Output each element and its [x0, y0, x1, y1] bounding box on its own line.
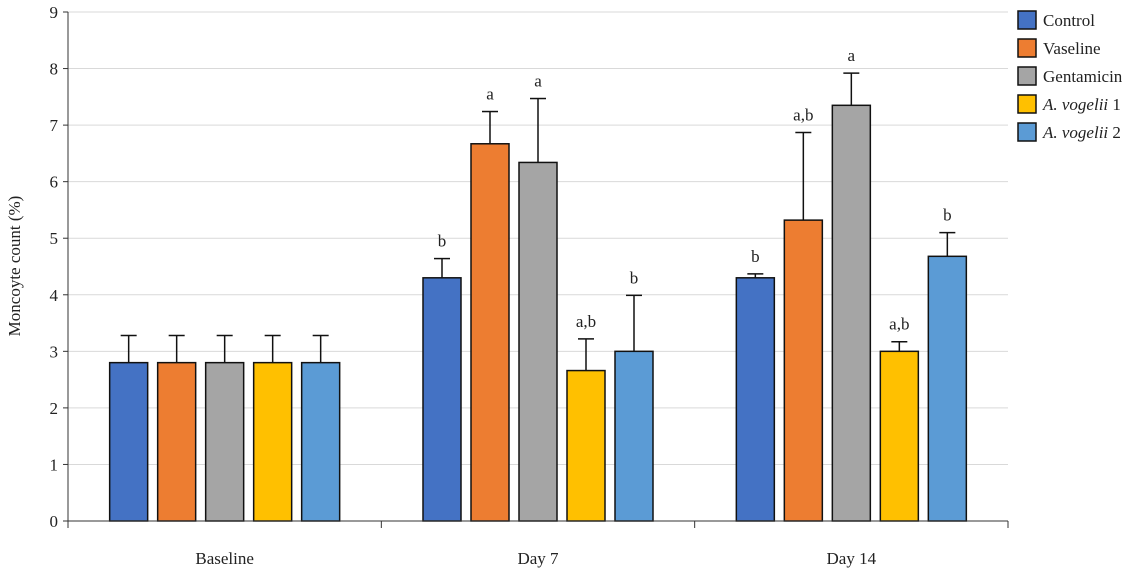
x-tick-label: Day 7	[517, 549, 559, 568]
y-tick-label: 7	[50, 116, 59, 135]
legend: Control Vaseline Gentamicin A. vogelii 1 A. …	[1017, 10, 1123, 142]
bar	[204, 361, 245, 522]
significance-label: a,b	[889, 315, 909, 334]
y-tick-label: 5	[50, 229, 59, 248]
y-axis-label: Moncoyte count (%)	[5, 196, 24, 337]
legend-label: Vaseline	[1043, 39, 1101, 58]
significance-label: a,b	[793, 105, 813, 124]
significance-label: b	[943, 206, 952, 225]
legend-swatch	[1017, 94, 1037, 114]
x-tick-label: Baseline	[195, 549, 254, 568]
legend-label: Gentamicin	[1043, 67, 1123, 86]
significance-label: a,b	[576, 312, 596, 331]
legend-label: Control	[1043, 11, 1095, 30]
significance-label: a	[486, 85, 494, 104]
legend-label: A. vogelii 1	[1042, 95, 1121, 114]
bar	[927, 255, 968, 522]
bar	[831, 104, 872, 522]
x-tick-label: Day 14	[827, 549, 877, 568]
bar	[300, 361, 341, 522]
legend-swatch	[1017, 38, 1037, 58]
bars: b a a a,b b b a,b a a,b b	[108, 46, 968, 522]
significance-label: b	[630, 268, 639, 287]
significance-label: b	[438, 232, 447, 251]
legend-swatch	[1017, 66, 1037, 86]
bar	[735, 277, 776, 522]
y-tick-label: 8	[50, 60, 59, 79]
bar	[252, 361, 293, 522]
bar	[614, 350, 654, 522]
legend-swatch	[1017, 10, 1037, 30]
bar	[156, 361, 197, 522]
bar	[783, 219, 824, 522]
significance-label: b	[751, 247, 760, 266]
axes: 0 1 2 3 4 5 6 7 8 9 Baseline Day 7 Day 14	[50, 3, 1009, 568]
y-tick-label: 9	[50, 3, 59, 22]
bar	[518, 161, 558, 522]
bar	[879, 350, 920, 522]
bar	[422, 277, 462, 522]
y-tick-label: 6	[50, 173, 59, 192]
bar	[470, 143, 510, 522]
y-tick-label: 3	[50, 342, 59, 361]
y-tick-label: 0	[50, 512, 59, 531]
significance-label: a	[848, 46, 856, 65]
y-tick-label: 2	[50, 399, 59, 418]
y-tick-label: 4	[50, 286, 59, 305]
legend-swatch	[1017, 122, 1037, 142]
bar	[108, 361, 149, 522]
significance-label: a	[534, 72, 542, 91]
legend-label: A. vogelii 2	[1042, 123, 1121, 142]
y-tick-label: 1	[50, 455, 59, 474]
bar	[566, 369, 606, 522]
